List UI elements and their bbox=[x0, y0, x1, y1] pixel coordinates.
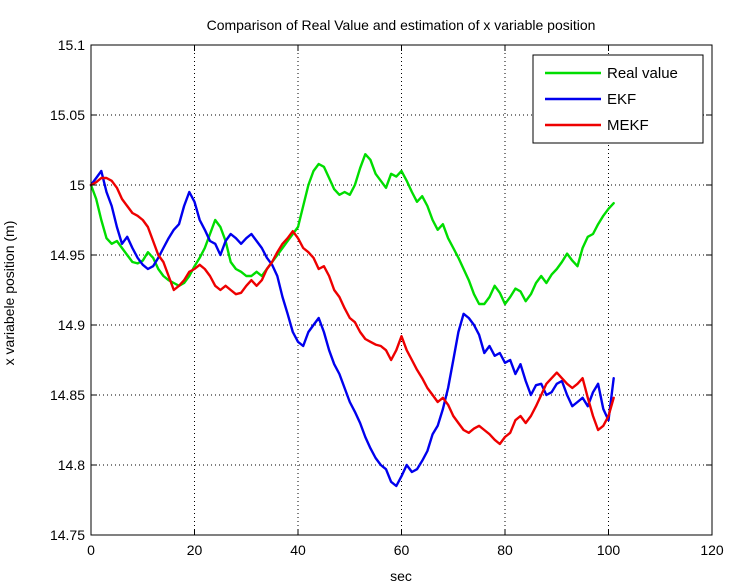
series-line-mekf bbox=[89, 176, 615, 446]
y-tick-label: 15.1 bbox=[58, 37, 85, 53]
y-tick-label: 14.85 bbox=[50, 387, 85, 403]
y-tick-label: 15 bbox=[69, 177, 85, 193]
legend-label: Real value bbox=[607, 65, 678, 82]
x-tick-label: 0 bbox=[87, 542, 95, 558]
series-layer bbox=[89, 152, 615, 488]
y-tick-label: 14.75 bbox=[50, 527, 85, 543]
x-tick-label: 80 bbox=[497, 542, 513, 558]
legend: Real value EKF MEKF bbox=[532, 54, 704, 144]
y-axis-label: x variabele position (m) bbox=[1, 221, 17, 366]
x-tick-label: 40 bbox=[290, 542, 306, 558]
y-tick-label: 15.05 bbox=[50, 107, 85, 123]
legend-label: EKF bbox=[607, 91, 636, 108]
x-tick-label: 20 bbox=[187, 542, 203, 558]
y-tick-label: 14.8 bbox=[58, 457, 85, 473]
axis-ticks: 0 20 40 60 80 100 120 14.75 14.8 14.85 14.9 14.95 15… bbox=[50, 37, 724, 558]
y-tick-label: 14.95 bbox=[50, 247, 85, 263]
x-tick-label: 100 bbox=[597, 542, 621, 558]
legend-label: MEKF bbox=[607, 117, 649, 134]
x-axis-label: sec bbox=[390, 568, 412, 584]
grid-lines bbox=[91, 45, 712, 535]
x-tick-label: 120 bbox=[700, 542, 724, 558]
x-tick-label: 60 bbox=[394, 542, 410, 558]
chart-title: Comparison of Real Value and estimation … bbox=[207, 17, 596, 33]
series-line-ekf bbox=[89, 169, 615, 488]
y-tick-label: 14.9 bbox=[58, 317, 85, 333]
